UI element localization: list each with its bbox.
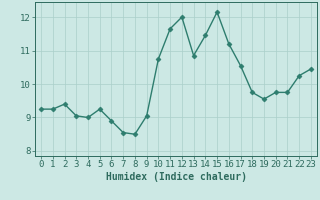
X-axis label: Humidex (Indice chaleur): Humidex (Indice chaleur) xyxy=(106,172,246,182)
